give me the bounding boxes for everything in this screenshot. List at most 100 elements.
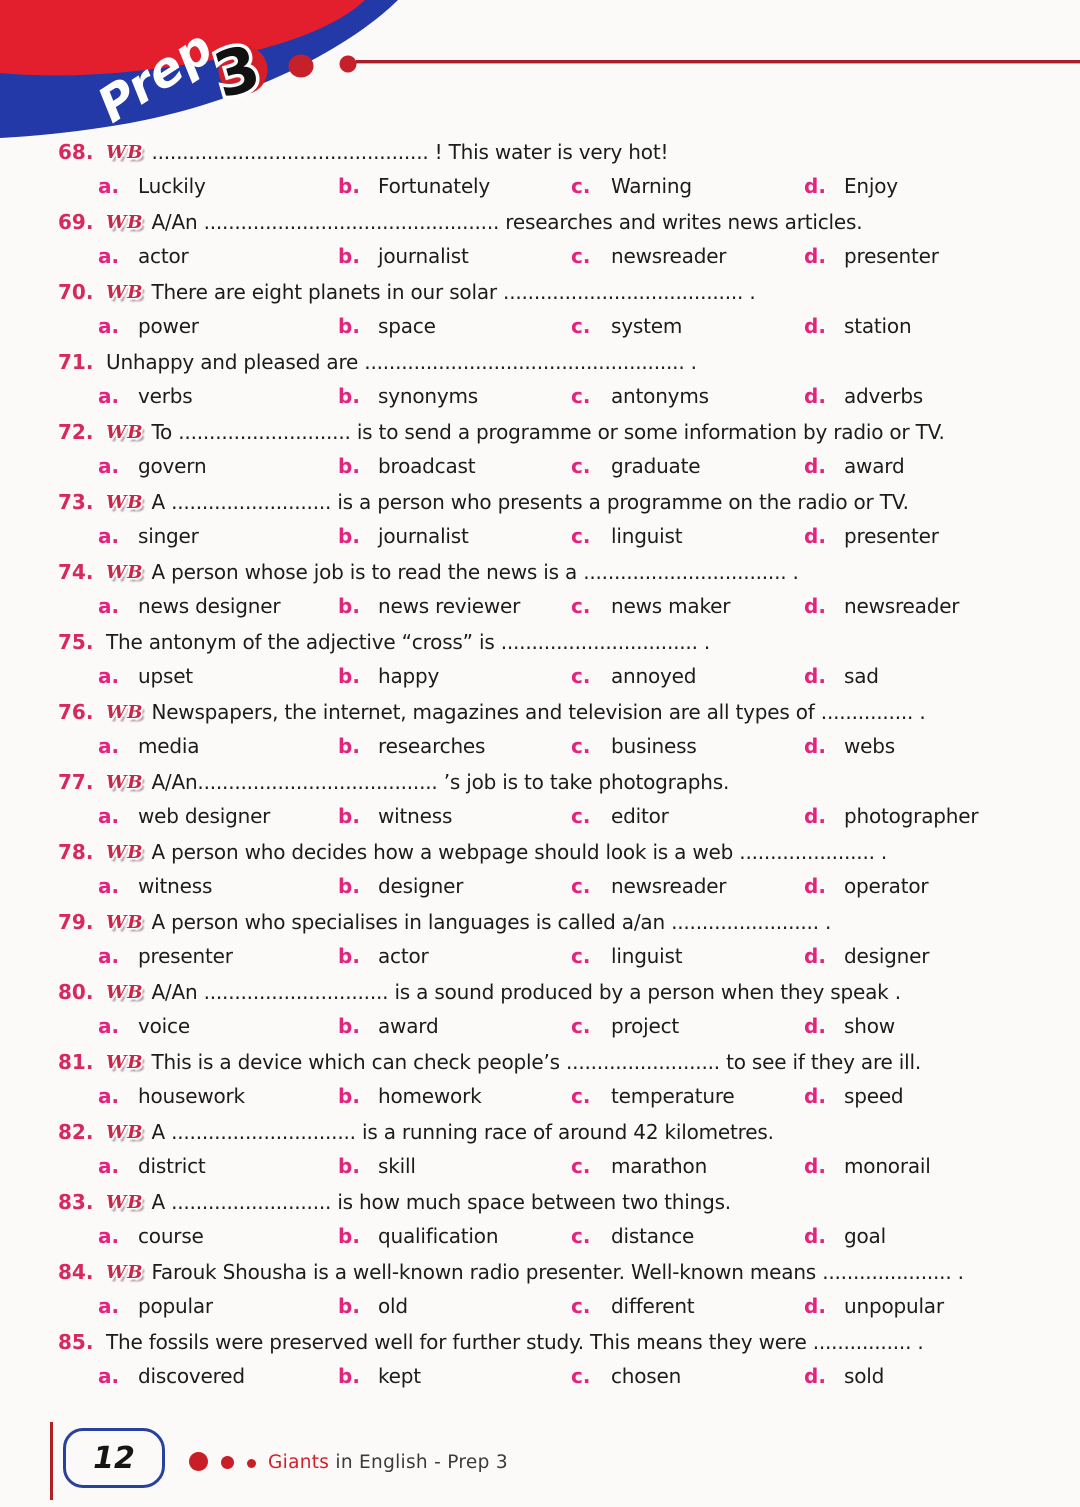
question-block: 82. WB A .............................. … bbox=[58, 1120, 1066, 1190]
option-a: a. power bbox=[98, 314, 338, 338]
option-letter: a. bbox=[98, 664, 120, 688]
option-b: b. journalist bbox=[338, 244, 571, 268]
option-a: a. Luckily bbox=[98, 174, 338, 198]
workbook-badge-icon: WB bbox=[106, 982, 144, 1003]
question-text: The fossils were preserved well for furt… bbox=[106, 1330, 924, 1354]
option-text: Warning bbox=[611, 174, 692, 198]
options-row: a. govern b. broadcast c. graduate d. aw… bbox=[58, 454, 1066, 478]
option-a: a. upset bbox=[98, 664, 338, 688]
option-letter: b. bbox=[338, 1084, 360, 1108]
option-letter: a. bbox=[98, 874, 120, 898]
option-text: different bbox=[611, 1294, 695, 1318]
header-rule-line bbox=[356, 60, 1080, 64]
book-title: Giants in English - Prep 3 bbox=[268, 1452, 508, 1473]
option-a: a. housework bbox=[98, 1084, 338, 1108]
option-c: c. Warning bbox=[571, 174, 804, 198]
page-footer: 12 Giants in English - Prep 3 bbox=[50, 1422, 1080, 1502]
question-line: 71. WB Unhappy and pleased are .........… bbox=[58, 350, 1066, 374]
question-text: A .......................... is how much… bbox=[151, 1190, 731, 1214]
question-block: 75. WB The antonym of the adjective “cro… bbox=[58, 630, 1066, 700]
option-b: b. award bbox=[338, 1014, 571, 1038]
option-text: award bbox=[844, 454, 905, 478]
footer-content: 12 Giants in English - Prep 3 bbox=[63, 1428, 508, 1488]
option-letter: d. bbox=[804, 1014, 826, 1038]
option-d: d. station bbox=[804, 314, 1066, 338]
option-d: d. Enjoy bbox=[804, 174, 1066, 198]
option-letter: b. bbox=[338, 244, 360, 268]
option-c: c. antonyms bbox=[571, 384, 804, 408]
option-text: witness bbox=[378, 804, 453, 828]
question-number: 69. bbox=[58, 210, 94, 234]
option-letter: d. bbox=[804, 314, 826, 338]
question-block: 80. WB A/An ............................… bbox=[58, 980, 1066, 1050]
question-block: 71. WB Unhappy and pleased are .........… bbox=[58, 350, 1066, 420]
question-list: 68. WB .................................… bbox=[58, 140, 1066, 1400]
question-line: 74. WB A person whose job is to read the… bbox=[58, 560, 1066, 584]
option-letter: a. bbox=[98, 1154, 120, 1178]
option-a: a. district bbox=[98, 1154, 338, 1178]
option-letter: c. bbox=[571, 1014, 591, 1038]
question-text: Farouk Shousha is a well-known radio pre… bbox=[151, 1260, 964, 1284]
question-line: 80. WB A/An ............................… bbox=[58, 980, 1066, 1004]
option-text: graduate bbox=[611, 454, 701, 478]
option-text: presenter bbox=[138, 944, 233, 968]
option-d: d. webs bbox=[804, 734, 1066, 758]
option-b: b. broadcast bbox=[338, 454, 571, 478]
red-swoosh bbox=[0, 0, 365, 76]
option-letter: b. bbox=[338, 524, 360, 548]
option-text: operator bbox=[844, 874, 929, 898]
question-line: 84. WB Farouk Shousha is a well-known ra… bbox=[58, 1260, 1066, 1284]
workbook-badge-icon: WB bbox=[106, 702, 144, 723]
question-block: 73. WB A .......................... is a… bbox=[58, 490, 1066, 560]
option-letter: a. bbox=[98, 1224, 120, 1248]
option-d: d. award bbox=[804, 454, 1066, 478]
option-letter: c. bbox=[571, 384, 591, 408]
question-line: 77. WB A/An.............................… bbox=[58, 770, 1066, 794]
option-text: temperature bbox=[611, 1084, 735, 1108]
question-number: 72. bbox=[58, 420, 94, 444]
question-text: A .......................... is a person… bbox=[151, 490, 909, 514]
option-text: Luckily bbox=[138, 174, 206, 198]
option-b: b. space bbox=[338, 314, 571, 338]
option-letter: d. bbox=[804, 664, 826, 688]
option-text: district bbox=[138, 1154, 206, 1178]
option-text: business bbox=[611, 734, 697, 758]
option-letter: c. bbox=[571, 804, 591, 828]
option-text: annoyed bbox=[611, 664, 697, 688]
options-row: a. Luckily b. Fortunately c. Warning d. … bbox=[58, 174, 1066, 198]
option-text: distance bbox=[611, 1224, 695, 1248]
option-letter: a. bbox=[98, 1084, 120, 1108]
option-letter: d. bbox=[804, 1154, 826, 1178]
option-letter: d. bbox=[804, 1294, 826, 1318]
question-number: 76. bbox=[58, 700, 94, 724]
option-letter: a. bbox=[98, 174, 120, 198]
option-letter: c. bbox=[571, 1294, 591, 1318]
option-text: media bbox=[138, 734, 200, 758]
option-letter: c. bbox=[571, 734, 591, 758]
option-c: c. annoyed bbox=[571, 664, 804, 688]
option-b: b. happy bbox=[338, 664, 571, 688]
option-text: singer bbox=[138, 524, 199, 548]
option-d: d. adverbs bbox=[804, 384, 1066, 408]
option-text: news designer bbox=[138, 594, 281, 618]
question-line: 85. WB The fossils were preserved well f… bbox=[58, 1330, 1066, 1354]
option-text: news maker bbox=[611, 594, 731, 618]
question-number: 78. bbox=[58, 840, 94, 864]
option-text: discovered bbox=[138, 1364, 245, 1388]
question-number: 74. bbox=[58, 560, 94, 584]
option-b: b. news reviewer bbox=[338, 594, 571, 618]
option-text: govern bbox=[138, 454, 207, 478]
question-text: Newspapers, the internet, magazines and … bbox=[151, 700, 926, 724]
option-text: newsreader bbox=[611, 244, 727, 268]
option-letter: a. bbox=[98, 1364, 120, 1388]
question-number: 70. bbox=[58, 280, 94, 304]
option-letter: d. bbox=[804, 244, 826, 268]
option-c: c. newsreader bbox=[571, 244, 804, 268]
workbook-badge-icon: WB bbox=[106, 492, 144, 513]
options-row: a. witness b. designer c. newsreader d. … bbox=[58, 874, 1066, 898]
option-letter: b. bbox=[338, 804, 360, 828]
option-d: d. sold bbox=[804, 1364, 1066, 1388]
option-letter: a. bbox=[98, 1014, 120, 1038]
option-letter: b. bbox=[338, 384, 360, 408]
book-title-brand: Giants bbox=[268, 1451, 330, 1473]
